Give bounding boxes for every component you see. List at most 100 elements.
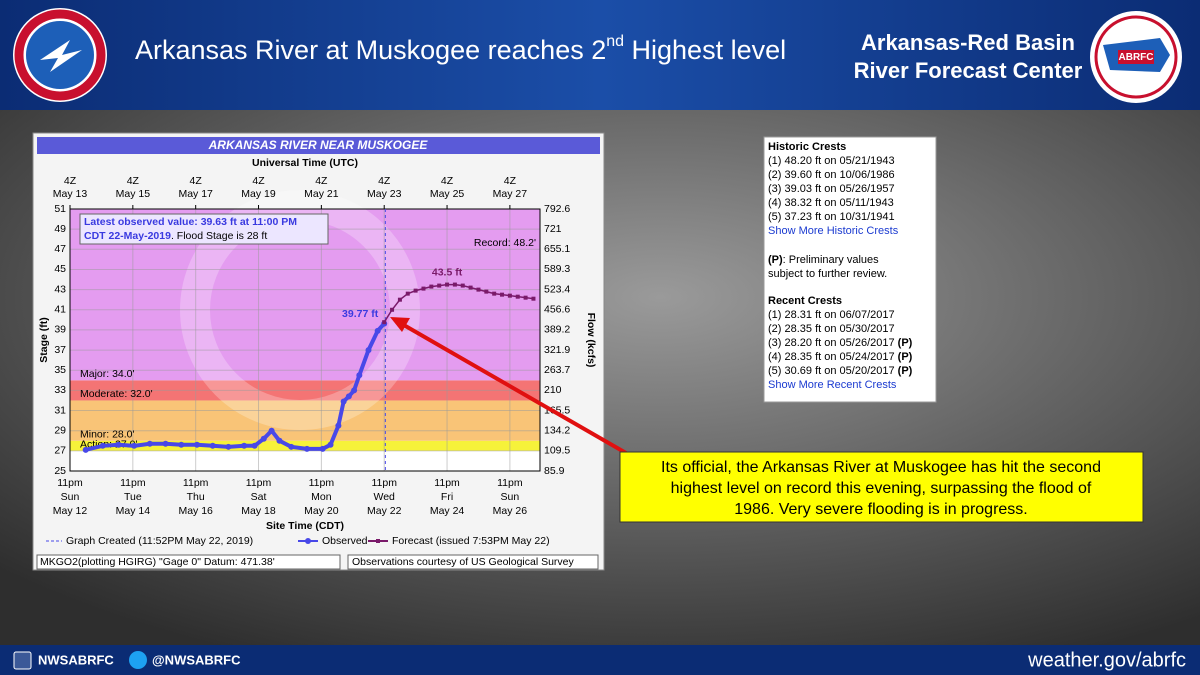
crest-flag: (P) bbox=[898, 337, 913, 349]
note-text: : Preliminary values bbox=[783, 254, 879, 266]
top-tick-label: May 25 bbox=[430, 188, 465, 200]
observed-point bbox=[251, 442, 258, 449]
observed-point bbox=[209, 442, 216, 449]
x-tick-label: 11pm bbox=[120, 477, 146, 489]
top-tick-label: May 21 bbox=[304, 188, 339, 200]
x-tick-label: Fri bbox=[441, 491, 453, 503]
y-tick-label: 51 bbox=[54, 203, 66, 215]
y-tick-label: 49 bbox=[54, 223, 66, 235]
top-tick-label: 4Z bbox=[252, 175, 265, 187]
top-tick-label: 4Z bbox=[64, 175, 77, 187]
info-flood-stage: . Flood Stage is 28 ft bbox=[171, 230, 267, 242]
y-tick-label: 25 bbox=[54, 465, 66, 477]
forecast-point bbox=[452, 282, 457, 287]
nws-logo bbox=[13, 8, 107, 102]
y-tick-label: 41 bbox=[54, 304, 66, 316]
x-tick-label: May 14 bbox=[116, 505, 151, 517]
observed-point bbox=[327, 441, 334, 448]
y-tick-label: 37 bbox=[54, 344, 66, 356]
top-tick-label: 4Z bbox=[127, 175, 140, 187]
top-tick-label: May 27 bbox=[493, 188, 528, 200]
y2-tick-label: 389.2 bbox=[544, 324, 570, 336]
forecast-point bbox=[468, 285, 473, 290]
y2-tick-label: 456.6 bbox=[544, 304, 570, 316]
website[interactable]: weather.gov/abrfc bbox=[1027, 649, 1186, 671]
observed-point bbox=[335, 422, 342, 429]
observed-point bbox=[193, 441, 200, 448]
observed-point bbox=[82, 446, 89, 453]
crest-note: (P): Preliminary values bbox=[768, 254, 879, 266]
value-label: 39.77 ft bbox=[342, 308, 379, 320]
crest-item: (1) 28.31 ft on 06/07/2017 bbox=[768, 309, 895, 321]
center-name: Arkansas-Red Basin bbox=[861, 30, 1075, 55]
chart-footer-text: MKGO2(plotting HGIRG) "Gage 0" Datum: 47… bbox=[40, 556, 275, 568]
crest-text: (1) 28.31 ft on 06/07/2017 bbox=[768, 309, 895, 321]
top-tick-label: 4Z bbox=[504, 175, 517, 187]
crest-text: (3) 28.20 ft on 05/26/2017 bbox=[768, 337, 895, 349]
value-label: 43.5 ft bbox=[432, 266, 463, 278]
crest-item: (5) 30.69 ft on 05/20/2017 (P) bbox=[768, 365, 913, 377]
forecast-point bbox=[507, 293, 512, 298]
x-tick-label: 11pm bbox=[309, 477, 335, 489]
crest-item: (3) 28.20 ft on 05/26/2017 (P) bbox=[768, 337, 913, 349]
arrow-head bbox=[390, 317, 410, 332]
y-tick-label: 47 bbox=[54, 243, 66, 255]
crest-heading: Historic Crests bbox=[768, 141, 846, 153]
y-axis-label: Stage (ft) bbox=[38, 317, 50, 363]
x-tick-label: 11pm bbox=[497, 477, 523, 489]
crest-link: Show More Recent Crests bbox=[768, 379, 897, 391]
forecast-point bbox=[397, 297, 402, 302]
note-flag: (P) bbox=[768, 254, 783, 266]
observed-point bbox=[319, 445, 326, 452]
facebook-handle[interactable]: NWSABRFC bbox=[38, 652, 114, 667]
x-tick-label: Sun bbox=[61, 491, 80, 503]
observed-point bbox=[374, 327, 381, 334]
observed-point bbox=[351, 387, 358, 394]
x-tick-label: May 16 bbox=[178, 505, 213, 517]
forecast-point bbox=[531, 296, 536, 301]
x-tick-label: Mon bbox=[311, 491, 332, 503]
x-tick-label: May 26 bbox=[493, 505, 528, 517]
observed-point bbox=[345, 393, 352, 400]
chart-footer-box bbox=[36, 554, 341, 570]
x-tick-label: May 18 bbox=[241, 505, 276, 517]
callout-text: Its official, the Arkansas River at Musk… bbox=[661, 459, 1101, 476]
crest-item: (1) 48.20 ft on 05/21/1943 bbox=[768, 155, 895, 167]
forecast-point bbox=[421, 286, 426, 291]
crest-item: (4) 28.35 ft on 05/24/2017 (P) bbox=[768, 351, 913, 363]
x-tick-label: May 22 bbox=[367, 505, 402, 517]
title-part: Highest level bbox=[624, 35, 786, 65]
info-text: Latest observed value: 39.63 ft at 11:00… bbox=[84, 216, 297, 228]
top-tick-label: 4Z bbox=[378, 175, 391, 187]
y2-tick-label: 210 bbox=[544, 384, 562, 396]
forecast-point bbox=[390, 307, 395, 312]
info-box bbox=[79, 213, 329, 245]
threshold-label: Moderate: 32.0' bbox=[80, 388, 153, 400]
twitter-handle[interactable]: @NWSABRFC bbox=[152, 652, 241, 667]
x-tick-label: 11pm bbox=[246, 477, 272, 489]
y-tick-label: 29 bbox=[54, 424, 66, 436]
flood-band bbox=[70, 400, 540, 441]
y2-tick-label: 85.9 bbox=[544, 465, 565, 477]
observed-point bbox=[99, 442, 106, 449]
x-axis-label: Site Time (CDT) bbox=[266, 520, 344, 532]
observed-point bbox=[115, 441, 122, 448]
crest-note: subject to further review. bbox=[768, 268, 887, 280]
x-tick-label: 11pm bbox=[57, 477, 83, 489]
forecast-point bbox=[460, 283, 465, 288]
observed-point bbox=[241, 442, 248, 449]
center-name: River Forecast Center bbox=[854, 58, 1083, 83]
abrfc-logo: ABRFC bbox=[1090, 11, 1182, 103]
header-band bbox=[0, 0, 1200, 110]
chart-footer-box bbox=[347, 554, 599, 570]
observed-point bbox=[162, 440, 169, 447]
x-tick-label: Sun bbox=[501, 491, 520, 503]
forecast-point bbox=[515, 294, 520, 299]
y-tick-label: 45 bbox=[54, 263, 66, 275]
callout-box bbox=[619, 451, 1144, 523]
top-tick-label: May 23 bbox=[367, 188, 402, 200]
title-part: Arkansas River at Muskogee reaches 2 bbox=[135, 35, 606, 65]
legend-label: Graph Created (11:52PM May 22, 2019) bbox=[66, 535, 253, 547]
y2-tick-label: 109.5 bbox=[544, 445, 570, 457]
